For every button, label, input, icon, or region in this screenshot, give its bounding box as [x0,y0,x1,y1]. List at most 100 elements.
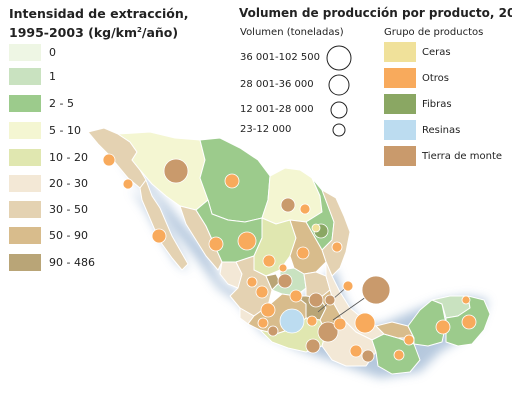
symbol-otros[interactable] [260,302,276,318]
symbol-tierra-de-monte[interactable] [324,294,336,306]
group-swatch [384,146,416,166]
intensity-swatch [9,227,41,244]
symbol-otros[interactable] [333,317,347,331]
symbol-tierra-de-monte[interactable] [280,197,296,213]
intensity-class-4: 10 - 20 [9,149,88,166]
intensity-class-0: 0 [9,44,56,61]
intensity-class-5: 20 - 30 [9,175,88,192]
symbol-otros[interactable] [257,317,269,329]
volume-circle-largest [326,45,352,71]
symbol-otros[interactable] [296,246,310,260]
group-label: Resinas [422,124,461,136]
symbol-otros[interactable] [237,231,257,251]
intensity-class-3: 5 - 10 [9,122,81,139]
symbol-tierra-de-monte[interactable] [305,338,321,354]
intensity-class-7: 50 - 90 [9,227,88,244]
group-label: Otros [422,72,450,84]
title-line2-prefix: 1995-2003 (kg/km [9,25,137,41]
group-swatch [384,94,416,114]
symbol-otros[interactable] [331,241,343,253]
intensity-label: 2 - 5 [49,97,74,110]
intensity-legend-title-line2: 1995-2003 (kg/km2/año) [9,22,189,41]
intensity-label: 0 [49,46,56,59]
group-label: Ceras [422,46,451,58]
intensity-swatch [9,68,41,85]
group-item-fibras: Fibras [384,94,452,114]
group-swatch [384,42,416,62]
intensity-label: 30 - 50 [49,203,88,216]
symbol-otros[interactable] [208,236,224,252]
intensity-swatch [9,175,41,192]
title-line2-sup: 2 [137,26,142,34]
symbol-otros[interactable] [306,315,318,327]
intensity-label: 20 - 30 [49,177,88,190]
symbol-tierra-de-monte[interactable] [163,158,189,184]
volume-circle-large [328,74,350,96]
intensity-label: 10 - 20 [49,151,88,164]
symbol-tierra-de-monte[interactable] [361,349,375,363]
volume-label-2: 12 001-28 000 [240,104,314,115]
intensity-swatch [9,149,41,166]
intensity-swatch [9,95,41,112]
group-item-otros: Otros [384,68,449,88]
symbol-otros[interactable] [262,254,276,268]
symbol-otros[interactable] [122,178,134,190]
symbol-otros[interactable] [102,153,116,167]
symbol-ceras[interactable] [311,223,321,233]
symbol-otros[interactable] [278,263,288,273]
title-line2-suffix: /año) [141,25,179,41]
group-swatch [384,68,416,88]
production-symbols [102,153,477,363]
volume-label-1: 28 001-36 000 [240,79,314,90]
symbol-otros[interactable] [435,319,451,335]
symbol-otros[interactable] [349,344,363,358]
symbol-otros[interactable] [393,349,405,361]
symbol-otros[interactable] [342,280,354,292]
symbol-otros[interactable] [151,228,167,244]
group-label: Tierra de monte [422,150,503,162]
symbol-tierra-de-monte[interactable] [277,273,293,289]
symbol-otros[interactable] [461,295,471,305]
intensity-class-6: 30 - 50 [9,201,88,218]
volume-label-0: 36 001-102 500 [240,52,320,63]
intensity-swatch [9,201,41,218]
intensity-label: 5 - 10 [49,124,81,137]
intensity-class-8: 90 - 486 [9,254,95,271]
intensity-swatch [9,122,41,139]
intensity-label: 1 [49,70,56,83]
volume-circle-medium [330,101,348,119]
intensity-class-1: 1 [9,68,56,85]
symbol-otros[interactable] [246,276,258,288]
symbol-tierra-de-monte[interactable] [317,321,339,343]
volume-label-3: 23-12 000 [240,124,292,135]
state-baja-california-sur[interactable] [139,179,189,271]
group-legend-title: Grupo de productos [384,27,484,38]
volume-legend-title: Volumen de producción por producto, 2003 [239,6,512,20]
group-item-tierra-de-monte: Tierra de monte [384,146,502,166]
intensity-label: 50 - 90 [49,229,88,242]
group-swatch [384,120,416,140]
volume-legend-circles [326,45,352,137]
symbol-otros[interactable] [289,289,303,303]
volume-legend-subtitle: Volumen (toneladas) [240,27,344,38]
intensity-legend-title: Intensidad de extracción, 1995-2003 (kg/… [9,6,189,41]
state-coahuila[interactable] [261,167,323,225]
symbol-otros[interactable] [403,334,415,346]
symbol-otros[interactable] [224,173,240,189]
intensity-swatch [9,44,41,61]
symbol-otros[interactable] [299,203,311,215]
symbol-otros[interactable] [461,314,477,330]
intensity-class-2: 2 - 5 [9,95,74,112]
group-label: Fibras [422,98,452,110]
symbol-tierra-de-monte[interactable] [361,275,391,305]
symbol-tierra-de-monte[interactable] [267,325,279,337]
symbol-otros[interactable] [354,312,376,334]
symbol-otros[interactable] [255,285,269,299]
intensity-label: 90 - 486 [49,256,95,269]
group-item-ceras: Ceras [384,42,451,62]
symbol-resinas[interactable] [279,308,305,334]
volume-circle-small [332,123,346,137]
group-item-resinas: Resinas [384,120,460,140]
symbol-tierra-de-monte[interactable] [308,292,324,308]
